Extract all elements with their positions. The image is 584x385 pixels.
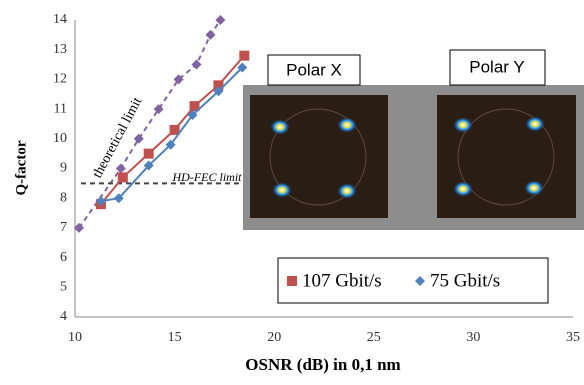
legend-label: 107 Gbit/s	[302, 270, 382, 291]
x-tick-label: 30	[466, 330, 480, 345]
y-tick-label: 9	[60, 161, 67, 176]
y-tick-label: 5	[60, 280, 67, 295]
x-tick-label: 35	[566, 330, 580, 345]
y-tick-label: 10	[53, 131, 67, 146]
y-tick-label: 8	[60, 190, 67, 205]
line	[79, 20, 220, 228]
marker	[192, 60, 202, 70]
marker	[239, 51, 249, 61]
inset-label: Polar Y	[469, 57, 524, 76]
marker	[118, 172, 128, 182]
inset-label: Polar X	[286, 60, 342, 79]
y-tick-label: 13	[53, 42, 67, 57]
legend-label: 75 Gbit/s	[430, 270, 500, 291]
page: {"chart_data": {"type": "line", "x_label…	[0, 0, 584, 385]
x-tick-label: 25	[367, 330, 381, 345]
x-axis-label: OSNR (dB) in 0,1 nm	[245, 355, 400, 374]
x-tick-label: 20	[267, 330, 281, 345]
annotation: HD-FEC limit	[172, 170, 243, 184]
y-tick-label: 14	[53, 12, 67, 27]
inset-image	[250, 95, 388, 218]
x-tick-label: 10	[68, 330, 82, 345]
marker	[287, 276, 297, 286]
chart: 4 5 6 7 8 9 10 11 12 13 14 10 15 20 25 30 35 Polar X Pol…	[0, 0, 584, 385]
y-tick-label: 12	[53, 72, 67, 87]
y-axis-label: Q-factor	[13, 140, 29, 195]
marker	[205, 30, 215, 40]
y-tick-label: 6	[60, 250, 67, 265]
y-tick-label: 7	[60, 220, 67, 235]
marker	[144, 149, 154, 159]
y-tick-label: 11	[54, 101, 67, 116]
inset-images: Polar X Polar Y	[243, 50, 584, 230]
x-tick-label: 15	[168, 330, 182, 345]
y-tick-label: 4	[60, 309, 67, 324]
